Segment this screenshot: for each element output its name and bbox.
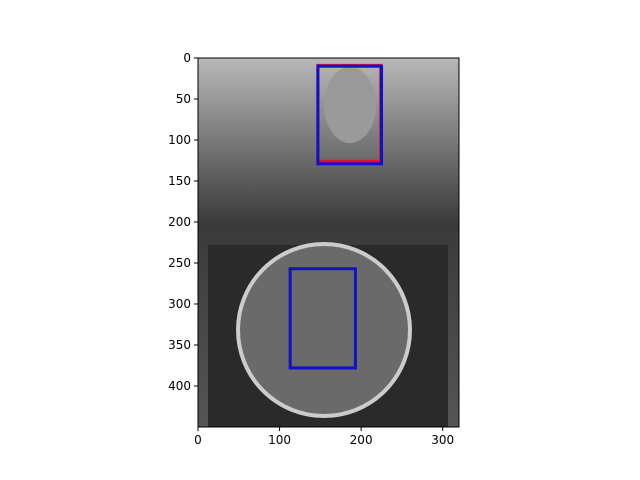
y-tick-label: 200 xyxy=(168,215,191,229)
bounding-box xyxy=(288,267,357,370)
axes-frame xyxy=(197,57,460,428)
face xyxy=(324,67,376,143)
x-tick-label: 200 xyxy=(350,433,373,447)
y-tick-label: 250 xyxy=(168,256,191,270)
seal xyxy=(236,242,412,418)
y-tick-label: 400 xyxy=(168,379,191,393)
y-tick-label: 350 xyxy=(168,338,191,352)
x-tick-label: 0 xyxy=(194,433,202,447)
x-tick-label: 300 xyxy=(431,433,454,447)
y-tick-label: 150 xyxy=(168,174,191,188)
bounding-box xyxy=(316,64,384,166)
y-tick-label: 300 xyxy=(168,297,191,311)
y-tick-label: 50 xyxy=(176,92,191,106)
y-tick-label: 0 xyxy=(183,51,191,65)
y-tick-label: 100 xyxy=(168,133,191,147)
plot-area xyxy=(198,58,459,427)
x-tick-label: 100 xyxy=(268,433,291,447)
